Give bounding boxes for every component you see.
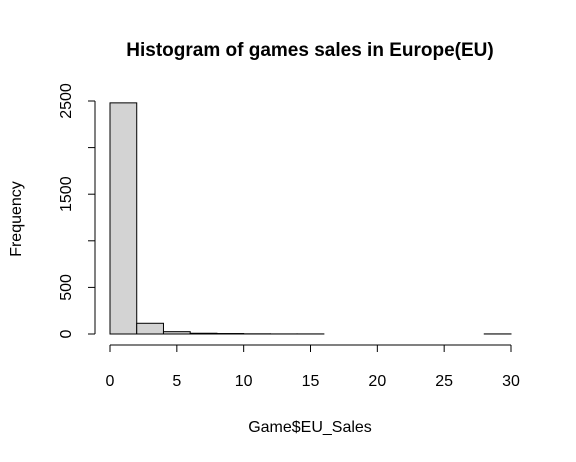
y-axis-label: Frequency bbox=[8, 181, 25, 257]
y-axis: 0 500 1500 2500 bbox=[58, 83, 96, 338]
x-tick-label: 15 bbox=[302, 373, 320, 390]
bars-group bbox=[109, 102, 512, 335]
histogram-bar bbox=[189, 332, 218, 335]
x-tick-label: 30 bbox=[502, 373, 520, 390]
x-tick-label: 5 bbox=[172, 373, 181, 390]
y-tick-label: 0 bbox=[58, 329, 75, 338]
x-tick-label: 25 bbox=[435, 373, 453, 390]
y-tick-label: 500 bbox=[58, 274, 75, 301]
x-tick-label: 10 bbox=[235, 373, 253, 390]
x-tick-label: 20 bbox=[368, 373, 386, 390]
y-tick-label: 1500 bbox=[58, 176, 75, 212]
chart-title: Histogram of games sales in Europe(EU) bbox=[126, 40, 493, 61]
histogram-bar bbox=[162, 331, 191, 335]
x-axis-label: Game$EU_Sales bbox=[248, 419, 372, 436]
x-tick-label: 0 bbox=[106, 373, 115, 390]
histogram-bar bbox=[136, 322, 164, 335]
y-tick-label: 2500 bbox=[58, 83, 75, 119]
x-axis: 0 5 10 15 20 25 30 bbox=[106, 344, 520, 390]
histogram-bar bbox=[109, 102, 138, 335]
